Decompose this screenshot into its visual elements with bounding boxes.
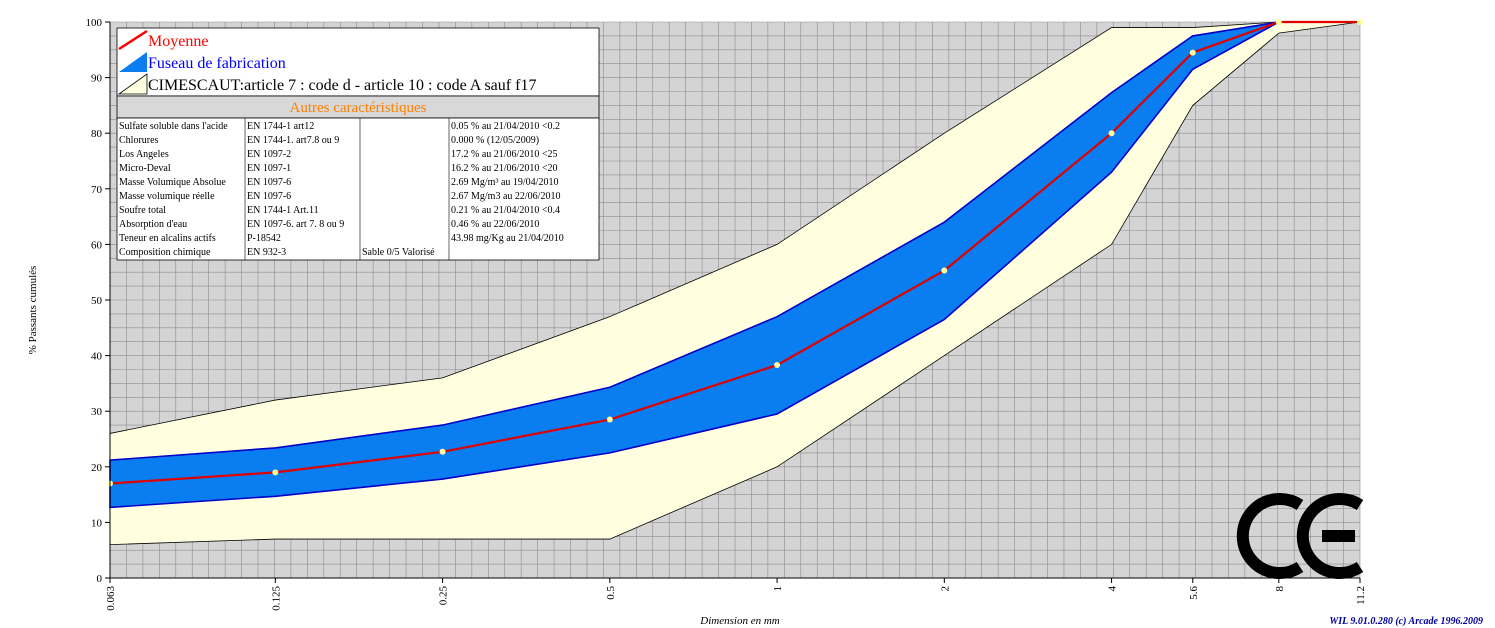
legend-box bbox=[116, 27, 600, 97]
legend-fuseau-label: Fuseau de fabrication bbox=[148, 55, 286, 72]
y-tick-label: 60 bbox=[91, 239, 103, 251]
y-tick-label: 90 bbox=[91, 73, 103, 85]
table-cell: Los Angeles bbox=[119, 149, 169, 160]
table-cell: P-18542 bbox=[247, 233, 281, 244]
table-cell: 43.98 mg/Kg au 21/04/2010 bbox=[451, 233, 564, 244]
table-cell: EN 1097-2 bbox=[247, 149, 291, 160]
ce-mark-c bbox=[1236, 493, 1304, 579]
table-cell: 2.69 Mg/m³ au 19/04/2010 bbox=[451, 177, 558, 188]
table-cell: 0.21 % au 21/04/2010 <0.4 bbox=[451, 205, 560, 216]
mean-line bbox=[109, 20, 1360, 485]
mean-point bbox=[439, 448, 446, 455]
y-tick-label: 20 bbox=[91, 462, 103, 474]
mean-point bbox=[1357, 19, 1363, 25]
table-cell: 16.2 % au 21/06/2010 <20 bbox=[451, 163, 557, 174]
x-axis-label: Dimension en mm bbox=[699, 615, 779, 627]
x-tick-label: 2 bbox=[939, 586, 951, 592]
mean-point bbox=[1189, 49, 1196, 56]
ce-mark-e bbox=[1296, 493, 1364, 579]
table-cell: Teneur en alcalins actifs bbox=[119, 233, 216, 244]
y-tick-label: 100 bbox=[86, 17, 103, 29]
mean-point bbox=[606, 416, 613, 423]
table-body bbox=[116, 117, 600, 261]
y-tick-label: 30 bbox=[91, 406, 103, 418]
table-cell: EN 1744-1. art7.8 ou 9 bbox=[247, 135, 339, 146]
table-cell: Sulfate soluble dans l'acide bbox=[119, 121, 228, 132]
table-cell: Soufre total bbox=[119, 205, 166, 216]
x-tick-label: 4 bbox=[1107, 586, 1119, 592]
table-cell: EN 1097-6. art 7. 8 ou 9 bbox=[247, 219, 344, 230]
ce-mark-logo bbox=[1236, 493, 1364, 579]
table-cell: EN 932-3 bbox=[247, 247, 286, 258]
table-cell: EN 1097-1 bbox=[247, 163, 291, 174]
table-cell: 0.000 % (12/05/2009) bbox=[451, 135, 539, 146]
legend-fuseau-swatch bbox=[119, 52, 147, 72]
table-cell: EN 1097-6 bbox=[247, 177, 291, 188]
y-tick-label: 0 bbox=[97, 573, 103, 585]
legend-mean-label: Moyenne bbox=[148, 33, 208, 50]
mean-point bbox=[272, 469, 279, 476]
y-tick-label: 70 bbox=[91, 184, 103, 196]
table-title: Autres caractéristiques bbox=[289, 100, 426, 116]
y-tick-label: 10 bbox=[91, 517, 103, 529]
table-cell: Micro-Deval bbox=[119, 163, 171, 174]
x-tick-label: 5.6 bbox=[1188, 586, 1200, 600]
table-cell: 17.2 % au 21/06/2010 <25 bbox=[451, 149, 557, 160]
y-tick-label: 50 bbox=[91, 295, 103, 307]
mean-point bbox=[941, 267, 948, 274]
legend-mean-swatch bbox=[118, 29, 148, 51]
y-tick-label: 40 bbox=[91, 351, 103, 363]
legend-spec-label: CIMESCAUT:article 7 : code d - article 1… bbox=[148, 77, 536, 94]
table-cell: 2.67 Mg/m3 au 22/06/2010 bbox=[451, 191, 560, 202]
table-cell: 0.05 % au 21/04/2010 <0.2 bbox=[451, 121, 560, 132]
table-cell: EN 1097-6 bbox=[247, 191, 291, 202]
mean-point bbox=[1275, 19, 1282, 25]
x-tick-label: 0.5 bbox=[605, 586, 617, 600]
table-cell: Masse Volumique Absolue bbox=[119, 177, 226, 188]
table-cell: Composition chimique bbox=[119, 247, 211, 258]
x-tick-label: 0.063 bbox=[105, 586, 117, 611]
table-cell: Absorption d'eau bbox=[119, 219, 187, 230]
x-tick-label: 0.25 bbox=[438, 586, 450, 606]
x-tick-label: 11.2 bbox=[1355, 586, 1367, 605]
software-credit: WIL 9.01.0.280 (c) Arcade 1996.2009 bbox=[1329, 616, 1483, 627]
table-cell: EN 1744-1 art12 bbox=[247, 121, 314, 132]
legend: Moyenne Fuseau de fabrication CIMESCAUT:ar… bbox=[116, 27, 600, 97]
characteristics-table: Autres caractéristiques Sulfate soluble d… bbox=[116, 95, 600, 261]
table-cell: Masse volumique réelle bbox=[119, 191, 215, 202]
mean-point bbox=[1108, 130, 1115, 137]
table-cell: EN 1744-1 Art.11 bbox=[247, 205, 319, 216]
table-cell: Sable 0/5 Valorisé bbox=[362, 247, 435, 258]
x-tick-label: 1 bbox=[772, 586, 784, 592]
mean-point bbox=[774, 362, 781, 369]
y-axis-label: % Passants cumulés bbox=[27, 266, 39, 355]
x-tick-label: 0.125 bbox=[270, 586, 282, 611]
x-tick-label: 8 bbox=[1274, 586, 1286, 592]
y-tick-label: 80 bbox=[91, 128, 103, 140]
table-cell: 0.46 % au 22/06/2010 bbox=[451, 219, 539, 230]
table-cell: Chlorures bbox=[119, 135, 159, 146]
legend-spec-swatch bbox=[117, 73, 148, 95]
